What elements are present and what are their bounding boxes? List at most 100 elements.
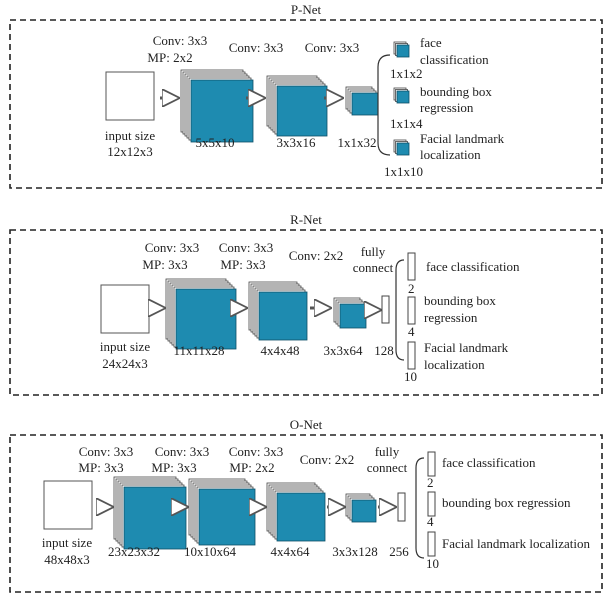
rnet-layer2-mp: MP: 3x3 — [220, 257, 265, 272]
pnet-panel: P-Net input size 12x12x3 Conv: 3x3 MP: 2… — [9, 2, 603, 189]
onet-feature-map-3 — [266, 482, 326, 542]
onet-feature-map-3-front — [276, 492, 326, 542]
onet-layer2-mp: MP: 3x3 — [151, 460, 196, 475]
rnet-fc-dim: 128 — [374, 343, 394, 358]
rnet-output-1-label: face classification — [426, 259, 520, 274]
onet-dim-2: 10x10x64 — [184, 544, 237, 559]
rnet-dim-2: 4x4x48 — [261, 343, 300, 358]
pnet-dim-2: 3x3x16 — [277, 135, 317, 150]
rnet-output-1-vector — [407, 252, 416, 281]
onet-output-1-vector — [427, 451, 436, 477]
pnet-feature-map-1-front — [190, 79, 254, 143]
onet-title: O-Net — [290, 417, 323, 432]
pnet-output-2-label-line1: bounding box — [420, 84, 492, 99]
onet-output-3-dim: 10 — [426, 556, 439, 571]
onet-output-1-label: face classification — [442, 455, 536, 470]
pnet-output-3-label-line2: localization — [420, 147, 481, 162]
onet-layer3-mp: MP: 2x2 — [229, 460, 274, 475]
rnet-output-3-dim: 10 — [404, 369, 417, 384]
onet-dim-3: 4x4x64 — [271, 544, 311, 559]
onet-input-label: input size — [42, 535, 92, 550]
pnet-output-3-label-line1: Facial landmark — [420, 131, 505, 146]
rnet-output-1-dim: 2 — [408, 281, 415, 296]
pnet-output-1-label-line2: classification — [420, 52, 489, 67]
pnet-frame — [9, 19, 603, 189]
onet-output-2-label: bounding box regression — [442, 495, 571, 510]
pnet-layer2-conv: Conv: 3x3 — [229, 40, 284, 55]
pnet-title: P-Net — [291, 2, 322, 17]
onet-feature-map-2 — [188, 478, 256, 546]
onet-panel: O-Net input size 48x48x3 Conv: 3x3 MP: 3… — [9, 417, 603, 593]
rnet-frame — [9, 229, 603, 396]
onet-feature-map-4 — [345, 493, 377, 523]
rnet-layer1-conv: Conv: 3x3 — [145, 240, 200, 255]
onet-feature-map-1 — [113, 476, 187, 550]
pnet-feature-map-3 — [345, 86, 379, 116]
rnet-dim-3: 3x3x64 — [324, 343, 364, 358]
rnet-feature-map-2 — [248, 281, 308, 341]
onet-layer1-mp: MP: 3x3 — [78, 460, 123, 475]
onet-fc-dim: 256 — [389, 544, 409, 559]
pnet-output-3-dim: 1x1x10 — [384, 164, 423, 179]
onet-output-3-label: Facial landmark localization — [442, 536, 590, 551]
pnet-layer1-mp: MP: 2x2 — [147, 50, 192, 65]
rnet-fc-vector — [381, 295, 390, 324]
onet-layer4-conv: Conv: 2x2 — [300, 452, 355, 467]
onet-dim-4: 3x3x128 — [332, 544, 378, 559]
rnet-fc-label-line1: fully — [361, 244, 386, 259]
onet-output-2-vector — [427, 491, 436, 517]
pnet-feature-map-3-front — [351, 92, 379, 116]
pnet-output-3-block-front — [396, 142, 410, 156]
rnet-panel: R-Net input size 24x24x3 Conv: 3x3 MP: 3… — [9, 212, 603, 396]
pnet-layer3-conv: Conv: 3x3 — [305, 40, 360, 55]
onet-output-bracket — [415, 457, 425, 559]
rnet-layer1-mp: MP: 3x3 — [142, 257, 187, 272]
rnet-input-image — [100, 284, 150, 334]
rnet-output-3-label-line2: localization — [424, 357, 485, 372]
onet-output-3-vector — [427, 531, 436, 557]
rnet-layer3-conv: Conv: 2x2 — [289, 248, 344, 263]
onet-dim-1: 23x23x32 — [108, 544, 160, 559]
pnet-output-2-block-front — [396, 90, 410, 104]
rnet-input-label: input size — [100, 339, 150, 354]
pnet-feature-map-2-front — [276, 85, 328, 137]
rnet-output-3-vector — [407, 341, 416, 370]
onet-layer3-conv: Conv: 3x3 — [229, 444, 284, 459]
rnet-feature-map-1-front — [175, 288, 237, 350]
rnet-output-bracket — [395, 259, 405, 361]
rnet-feature-map-1 — [165, 278, 237, 350]
pnet-output-2-label-line2: regression — [420, 100, 474, 115]
rnet-dim-1: 11x11x28 — [173, 343, 224, 358]
onet-fc-label-line2: connect — [367, 460, 408, 475]
pnet-input-label: input size — [105, 128, 155, 143]
rnet-output-2-label-line2: regression — [424, 310, 478, 325]
pnet-output-2-block — [393, 87, 410, 104]
onet-fc-label-line1: fully — [375, 444, 400, 459]
onet-feature-map-4-front — [351, 499, 377, 523]
pnet-layer1-conv: Conv: 3x3 — [153, 33, 208, 48]
pnet-dim-1: 5x5x10 — [196, 135, 235, 150]
rnet-output-3-label-line1: Facial landmark — [424, 340, 509, 355]
pnet-output-1-block-front — [396, 44, 410, 58]
pnet-input-size: 12x12x3 — [107, 144, 153, 159]
onet-layer2-conv: Conv: 3x3 — [155, 444, 210, 459]
pnet-output-1-label-line1: face — [420, 35, 442, 50]
onet-output-1-dim: 2 — [427, 475, 434, 490]
onet-fc-vector — [397, 492, 406, 522]
rnet-feature-map-3 — [333, 297, 367, 329]
onet-frame — [9, 434, 603, 593]
rnet-output-2-vector — [407, 296, 416, 325]
onet-output-2-dim: 4 — [427, 514, 434, 529]
rnet-fc-label-line2: connect — [353, 260, 394, 275]
pnet-feature-map-2 — [266, 75, 328, 137]
onet-input-size: 48x48x3 — [44, 552, 90, 567]
pnet-output-1-block — [393, 41, 410, 58]
rnet-layer2-conv: Conv: 3x3 — [219, 240, 274, 255]
pnet-feature-map-1 — [180, 69, 254, 143]
rnet-title: R-Net — [290, 212, 322, 227]
rnet-feature-map-3-front — [339, 303, 367, 329]
onet-input-image — [43, 480, 93, 530]
pnet-output-3-block — [393, 139, 410, 156]
pnet-dim-3: 1x1x32 — [338, 135, 377, 150]
